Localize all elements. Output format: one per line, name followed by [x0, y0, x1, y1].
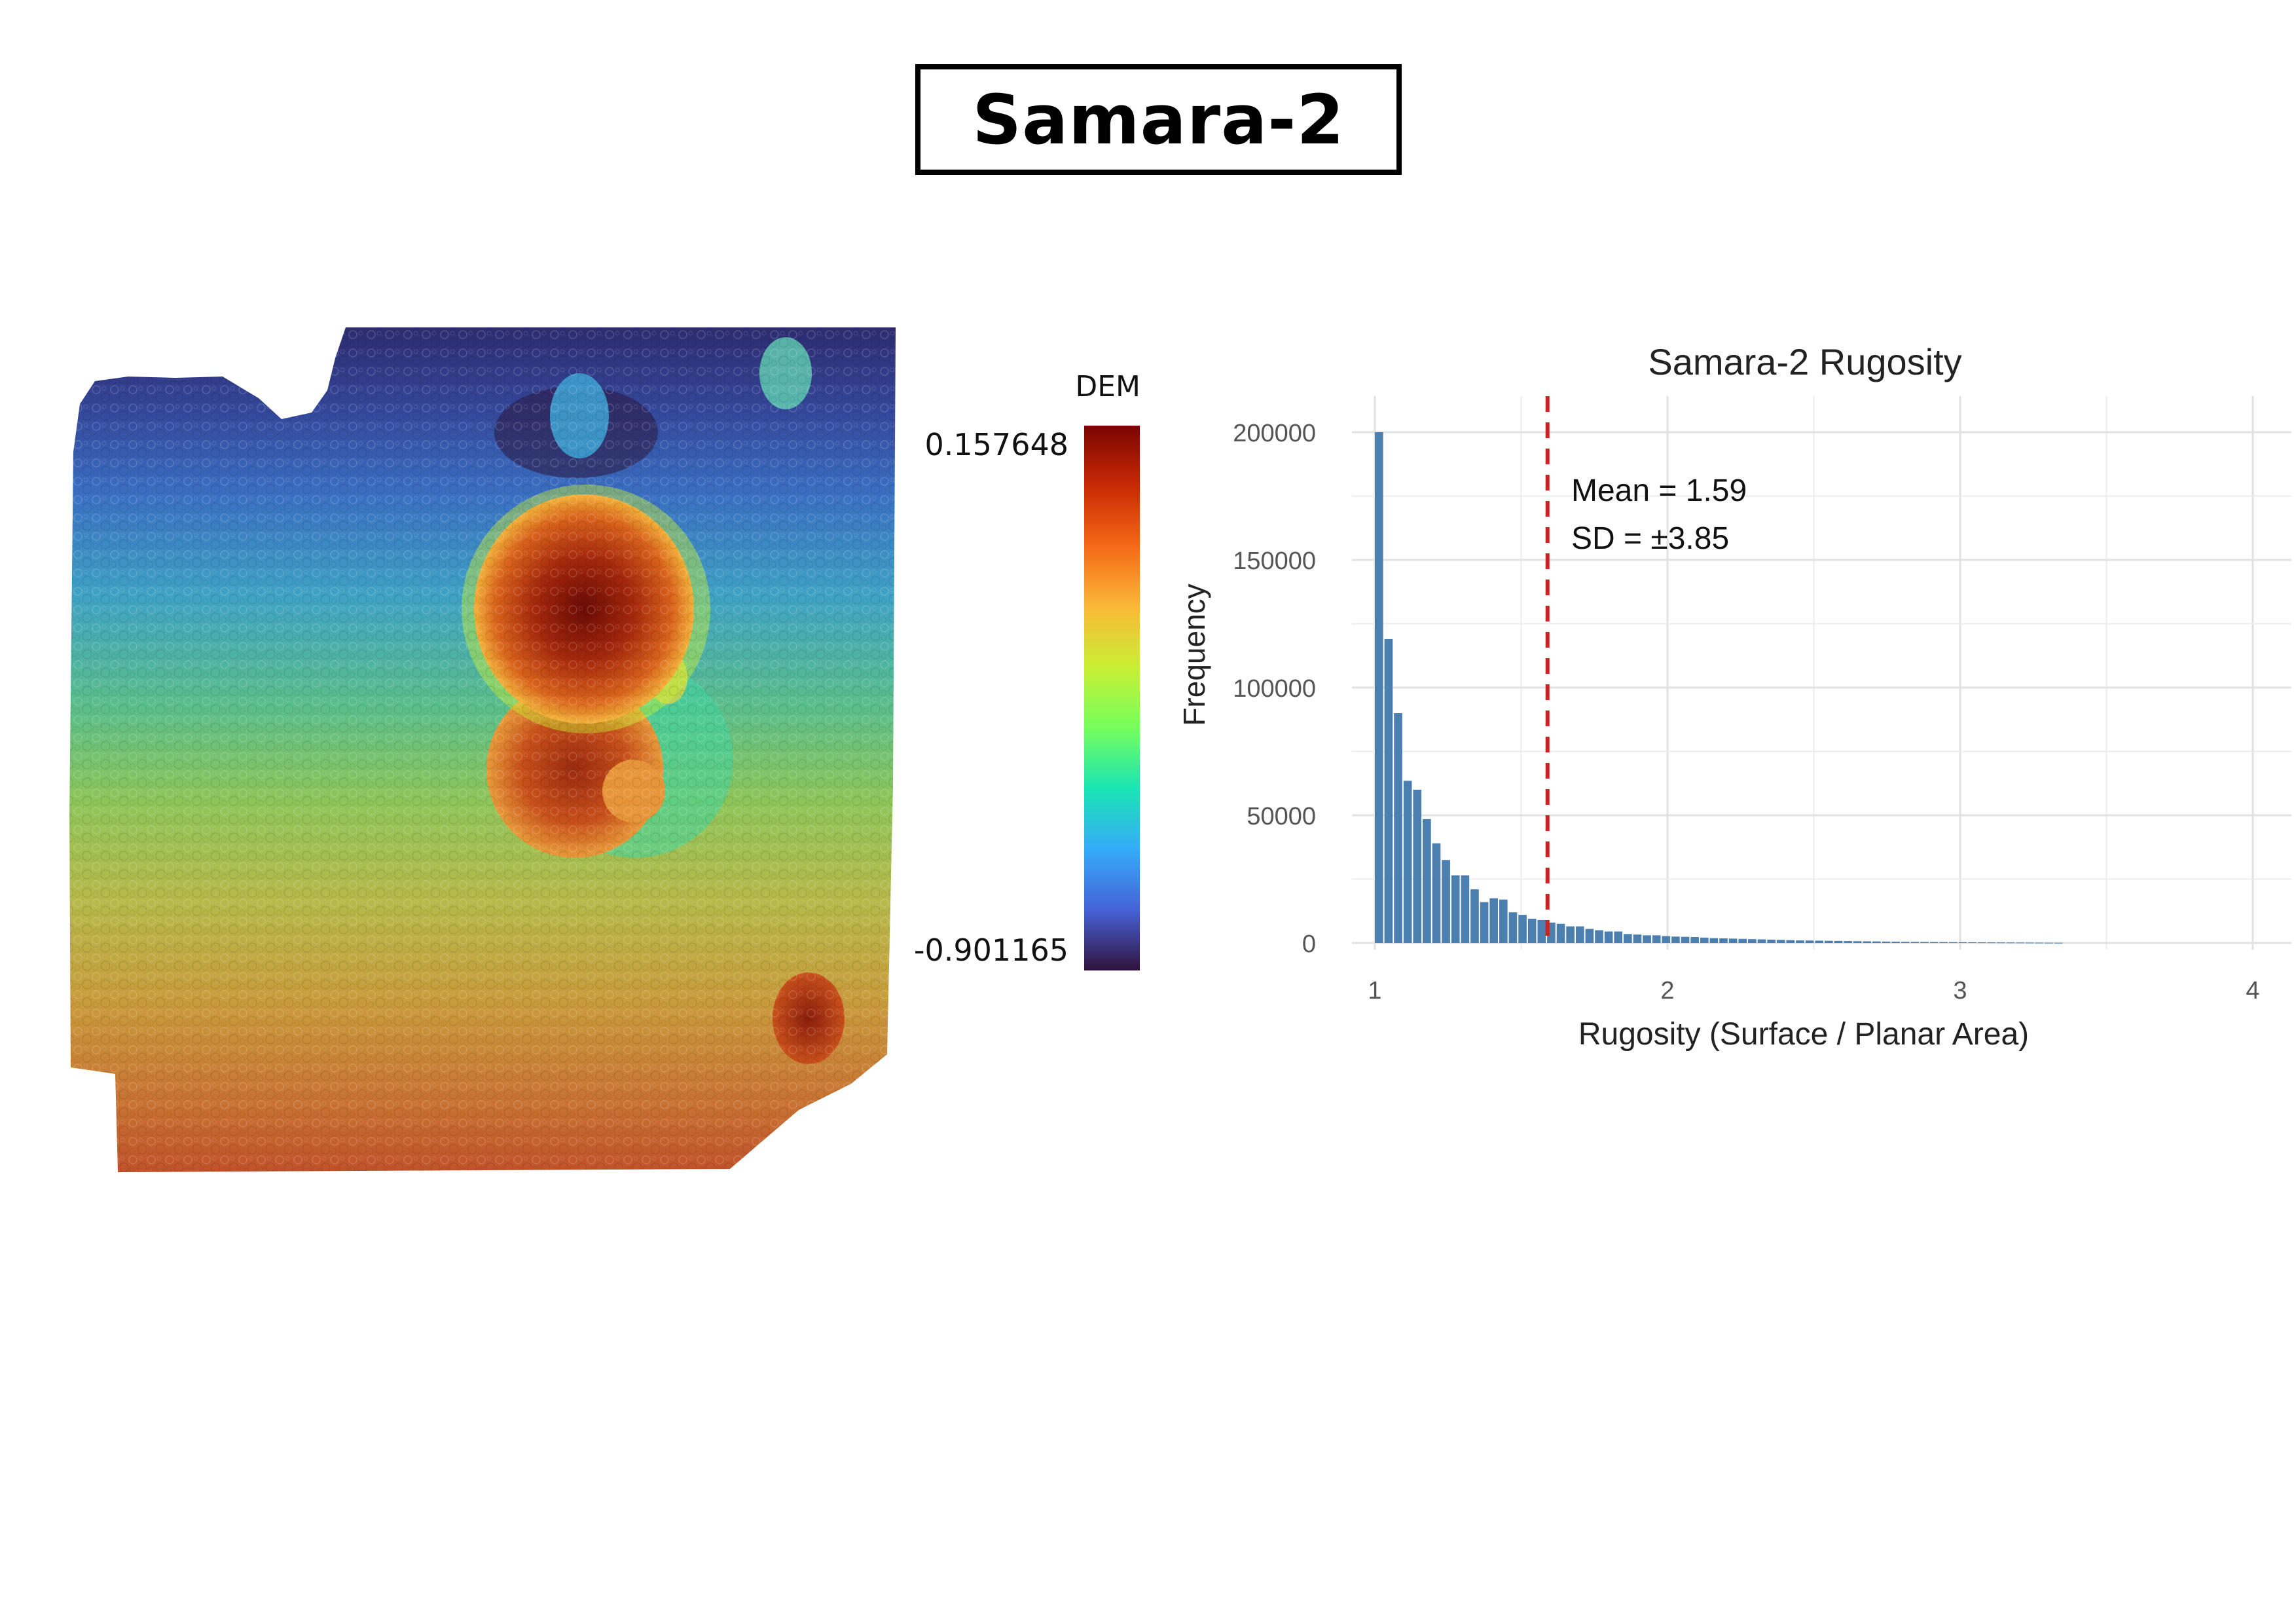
- histogram-bar: [1480, 902, 1489, 943]
- x-axis-label: Rugosity (Surface / Planar Area): [1578, 1017, 2029, 1052]
- axis-ticks: 1 2 3 4 0 50000 100000 150000 200000: [1233, 420, 2259, 1005]
- figure-title-box: Samara-2: [915, 64, 1402, 175]
- histogram-bar: [1958, 942, 1967, 943]
- histogram-bar: [1863, 941, 1872, 943]
- x-tick-label: 3: [1953, 977, 1967, 1005]
- histogram-bar: [1853, 941, 1862, 943]
- y-tick-label: 0: [1302, 931, 1316, 958]
- histogram-bar: [1719, 938, 1728, 943]
- histogram-bar: [1643, 935, 1651, 943]
- chart-grid: [1352, 396, 2291, 950]
- histogram-bar: [1394, 713, 1402, 943]
- y-tick-label: 200000: [1233, 420, 1316, 447]
- sd-annotation: SD = ±3.85: [1571, 521, 1729, 556]
- histogram-bar: [1499, 899, 1508, 943]
- histogram-bar: [1968, 942, 1977, 943]
- dem-legend-max: 0.157648: [925, 427, 1069, 462]
- histogram-bar: [1384, 638, 1393, 943]
- mean-annotation: Mean = 1.59: [1571, 473, 1747, 508]
- histogram-bar: [1527, 918, 1537, 943]
- histogram-bar: [1939, 942, 1948, 943]
- histogram-bar: [1375, 432, 1383, 943]
- histogram-bar: [1786, 940, 1795, 943]
- y-tick-label: 100000: [1233, 675, 1316, 703]
- histogram-bar: [1489, 898, 1499, 943]
- histogram-bar: [1920, 942, 1929, 943]
- histogram-bar: [1757, 939, 1766, 943]
- histogram-bar: [1872, 941, 1881, 943]
- histogram-bar: [1508, 912, 1518, 943]
- x-tick-label: 4: [2246, 977, 2259, 1005]
- dem-legend-title: DEM: [1075, 370, 1140, 403]
- histogram-bar: [1403, 781, 1412, 943]
- y-tick-label: 150000: [1233, 547, 1316, 575]
- histogram-bar: [1977, 942, 1986, 944]
- histogram-bar: [1949, 942, 1958, 943]
- x-tick-label: 1: [1368, 977, 1381, 1005]
- x-tick-label: 2: [1660, 977, 1674, 1005]
- dem-map-panel: DEM 0.157648 -0.901165: [69, 327, 1140, 1172]
- chart-title: Samara-2 Rugosity: [1648, 341, 1961, 382]
- histogram-bar: [1910, 942, 1920, 943]
- histogram-bar: [1604, 931, 1613, 943]
- histogram-bar: [1671, 936, 1680, 943]
- histogram-bar: [1929, 942, 1939, 943]
- histogram-bar: [1662, 936, 1671, 943]
- histogram-bar: [1681, 936, 1690, 943]
- histogram-bar: [1815, 940, 1823, 943]
- histogram-bar: [1776, 940, 1785, 943]
- histogram-bar: [1633, 934, 1642, 943]
- histogram-bars: [1375, 432, 2063, 944]
- y-axis-label: Frequency: [1177, 583, 1211, 726]
- dem-surface: [69, 327, 896, 1172]
- histogram-bar: [1432, 843, 1441, 943]
- histogram-bar: [1709, 938, 1719, 943]
- histogram-bar: [1652, 935, 1661, 943]
- histogram-bar: [2006, 942, 2015, 944]
- histogram-bar: [1690, 937, 1699, 943]
- histogram-bar: [1595, 930, 1603, 943]
- histogram-bar: [1767, 939, 1776, 943]
- histogram-bar: [2054, 942, 2063, 944]
- histogram-bar: [1844, 941, 1852, 943]
- histogram-bar: [1891, 942, 1900, 943]
- histogram-bar: [1470, 889, 1479, 943]
- histogram-bar: [1423, 819, 1431, 943]
- histogram-bar: [1738, 938, 1747, 943]
- y-tick-label: 50000: [1247, 803, 1316, 830]
- histogram-bar: [1566, 926, 1575, 943]
- histogram-bar: [1575, 926, 1584, 943]
- histogram-bar: [1796, 940, 1804, 943]
- histogram-bar: [1805, 940, 1814, 943]
- histogram-bar: [1997, 942, 2005, 944]
- histogram-bar: [1987, 942, 1996, 944]
- dem-legend-min: -0.901165: [914, 932, 1068, 968]
- histogram-bar: [1700, 937, 1709, 943]
- rugosity-histogram: 1 2 3 4 0 50000 100000 150000 200000 Samara-2 Ru…: [1177, 341, 2291, 1052]
- histogram-bar: [1901, 942, 1910, 943]
- histogram-bar: [1748, 939, 1757, 943]
- histogram-bar: [1624, 934, 1632, 943]
- histogram-bar: [1585, 929, 1594, 943]
- histogram-bar: [1442, 860, 1450, 943]
- histogram-bar: [1451, 875, 1460, 943]
- histogram-bar: [1461, 875, 1470, 943]
- dem-colorbar: [1084, 426, 1140, 970]
- histogram-bar: [1728, 938, 1738, 943]
- histogram-bar: [1824, 940, 1833, 943]
- histogram-bar: [1518, 915, 1527, 943]
- histogram-bar: [1537, 919, 1546, 943]
- histogram-bar: [2025, 942, 2034, 944]
- histogram-bar: [2016, 942, 2024, 944]
- histogram-bar: [1834, 940, 1843, 943]
- figure-title: Samara-2: [972, 79, 1345, 160]
- histogram-bar: [2035, 942, 2044, 944]
- histogram-bar: [1413, 790, 1422, 943]
- histogram-bar: [1882, 941, 1891, 943]
- histogram-bar: [1614, 931, 1623, 943]
- histogram-bar: [1556, 923, 1565, 943]
- histogram-bar: [2045, 942, 2053, 944]
